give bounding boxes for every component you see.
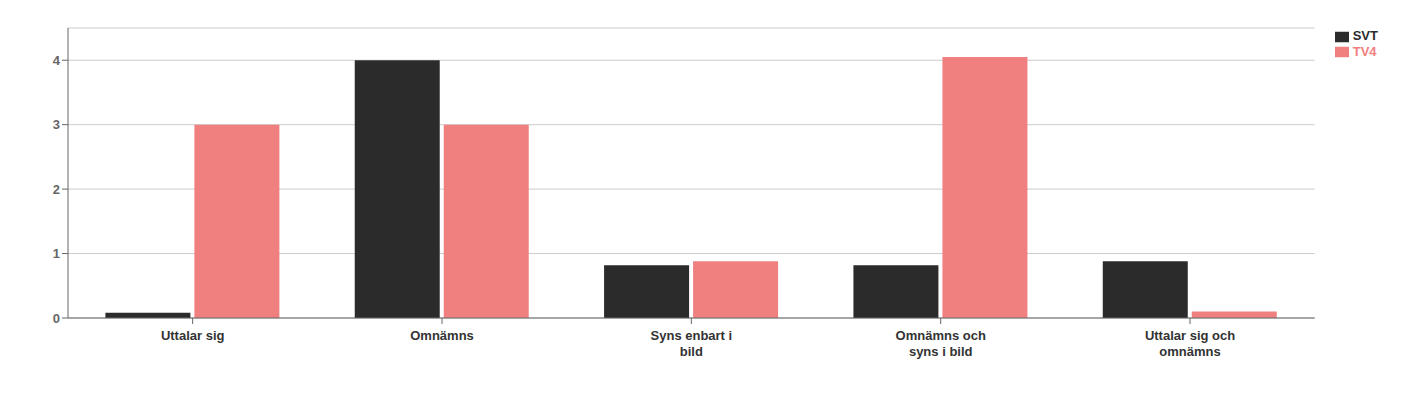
svg-text:2: 2 xyxy=(53,182,60,197)
svg-text:4: 4 xyxy=(53,53,61,68)
svg-text:Uttalar sig: Uttalar sig xyxy=(161,328,225,343)
svg-text:Omnämns ochsyns i bild: Omnämns ochsyns i bild xyxy=(896,328,986,359)
html-text:SVT: SVT xyxy=(1352,28,1378,43)
svg-text:Uttalar sig ochomnämns: Uttalar sig ochomnämns xyxy=(1145,328,1235,359)
svg-text:3: 3 xyxy=(53,117,60,132)
svg-text:Omnämns: Omnämns xyxy=(410,328,474,343)
svg-text:Syns enbart ibild: Syns enbart ibild xyxy=(651,328,733,359)
html-text:TV4: TV4 xyxy=(1352,43,1377,59)
svg-text:1: 1 xyxy=(53,246,60,261)
svg-text:0: 0 xyxy=(53,311,60,326)
